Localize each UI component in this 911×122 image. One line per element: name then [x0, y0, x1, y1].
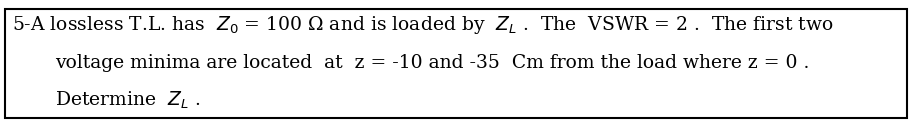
FancyBboxPatch shape [5, 9, 906, 118]
Text: Determine  $Z_L$ .: Determine $Z_L$ . [55, 90, 200, 111]
Text: 5-A lossless T.L. has  $Z_0$ = 100 Ω and is loaded by  $Z_L$ .  The  VSWR = 2 . : 5-A lossless T.L. has $Z_0$ = 100 Ω and … [12, 15, 833, 36]
Text: voltage minima are located  at  z = -10 and -35  Cm from the load where z = 0 .: voltage minima are located at z = -10 an… [55, 54, 808, 72]
